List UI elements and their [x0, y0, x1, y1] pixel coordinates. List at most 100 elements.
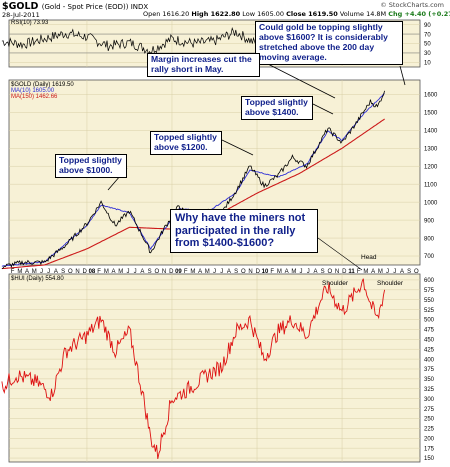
- x-month-label: J: [307, 269, 310, 275]
- x-month-label: F: [11, 269, 15, 275]
- hui-line: [1, 278, 386, 459]
- hui-tick-label: 575: [424, 288, 435, 294]
- x-month-label: A: [285, 269, 289, 275]
- callout-topped-1000: Topped slightly above $1000.: [55, 154, 127, 178]
- x-month-label: A: [54, 269, 58, 275]
- hui-tick-label: 250: [424, 417, 435, 423]
- x-month-label: A: [371, 269, 375, 275]
- gold-legend: $GOLD (Daily) 1619.50: [11, 82, 74, 88]
- x-month-label: F: [184, 269, 188, 275]
- x-month-label: A: [313, 269, 317, 275]
- x-month-label: S: [234, 269, 238, 275]
- rsi-legend: RSI(10) 73.93: [11, 20, 49, 26]
- x-month-label: M: [378, 269, 383, 275]
- x-month-label: S: [321, 269, 325, 275]
- x-month-label: J: [220, 269, 223, 275]
- rsi-tick-label: 50: [424, 42, 431, 48]
- x-month-label: M: [118, 269, 123, 275]
- x-month-label: A: [25, 269, 29, 275]
- hui-tick-label: 475: [424, 328, 435, 334]
- hui-tick-label: 450: [424, 338, 435, 344]
- close-value: Close 1619.50: [286, 10, 338, 18]
- x-month-label: O: [414, 269, 419, 275]
- ohlc-readout: Open 1616.20 High 1622.80 Low 1605.00 Cl…: [143, 10, 450, 18]
- hui-tick-label: 425: [424, 347, 435, 353]
- x-month-label: M: [104, 269, 109, 275]
- hui-tick-label: 150: [424, 456, 435, 462]
- x-month-label: N: [335, 269, 339, 275]
- low-value: Low 1605.00: [242, 10, 285, 18]
- credit-text: © StockCharts.com: [380, 1, 444, 9]
- pointer-1400: [312, 103, 334, 115]
- hui-tick-label: 375: [424, 367, 435, 373]
- x-month-label: J: [393, 269, 396, 275]
- hui-tick-label: 400: [424, 357, 435, 363]
- x-month-label: S: [407, 269, 411, 275]
- x-month-label: M: [205, 269, 210, 275]
- x-month-label: 10: [262, 269, 269, 275]
- x-month-label: D: [342, 269, 347, 275]
- x-month-label: O: [241, 269, 246, 275]
- shoulder-left-label: Shoulder: [322, 280, 349, 287]
- pointer-1600: [399, 65, 406, 86]
- pointer-head: [317, 237, 363, 271]
- chart-date: 28-Jul-2011: [2, 11, 40, 19]
- x-month-label: A: [140, 269, 144, 275]
- callout-topping-1600: Could gold be topping slightly above $16…: [255, 21, 403, 65]
- gold-tick-label: 1400: [424, 128, 438, 134]
- x-month-label: S: [61, 269, 65, 275]
- pointer-1200: [221, 139, 254, 156]
- x-month-label: M: [277, 269, 282, 275]
- x-month-label: M: [32, 269, 37, 275]
- hui-tick-label: 500: [424, 318, 435, 324]
- x-month-label: J: [386, 269, 389, 275]
- x-month-label: D: [83, 269, 88, 275]
- x-month-label: N: [162, 269, 166, 275]
- volume-value: Volume 14.8M: [339, 10, 387, 18]
- hui-tick-label: 275: [424, 407, 435, 413]
- x-month-label: F: [97, 269, 101, 275]
- chart-title: $GOLD (Gold - Spot Price (EOD)) INDX: [2, 1, 148, 12]
- x-month-label: J: [47, 269, 50, 275]
- x-month-label: F: [357, 269, 361, 275]
- callout-margin: Margin increases cut the rally short in …: [147, 53, 260, 77]
- x-month-label: O: [68, 269, 73, 275]
- x-month-label: S: [148, 269, 152, 275]
- gold-tick-label: 1300: [424, 146, 438, 152]
- x-month-label: O: [154, 269, 159, 275]
- gold-tick-label: 1100: [424, 182, 438, 188]
- x-month-label: J: [40, 269, 43, 275]
- symbol: $GOLD: [2, 1, 39, 12]
- rsi-tick-label: 10: [424, 61, 431, 67]
- gold-tick-label: 1000: [424, 200, 438, 206]
- gold-tick-label: 900: [424, 218, 435, 224]
- gold-tick-label: 1200: [424, 164, 438, 170]
- symbol-description: (Gold - Spot Price (EOD)) INDX: [41, 3, 149, 11]
- x-month-label: M: [291, 269, 296, 275]
- change-value: Chg +4.40 (+0.27%) ▲: [388, 10, 450, 18]
- gold-tick-label: 800: [424, 236, 435, 242]
- gold-tick-label: 1600: [424, 93, 438, 99]
- rsi-tick-label: 30: [424, 51, 431, 57]
- rsi-tick-label: 70: [424, 32, 431, 38]
- callout-miners: Why have the miners not participated in …: [170, 209, 318, 253]
- x-month-label: J: [213, 269, 216, 275]
- hui-tick-label: 350: [424, 377, 435, 383]
- callout-topped-1200: Topped slightly above $1200.: [150, 131, 222, 155]
- hui-tick-label: 550: [424, 298, 435, 304]
- x-month-label: M: [190, 269, 195, 275]
- callout-topped-1400: Topped slightly above $1400.: [241, 96, 313, 120]
- hui-tick-label: 525: [424, 308, 435, 314]
- shoulder-right-label: Shoulder: [377, 280, 404, 287]
- hui-tick-label: 600: [424, 278, 435, 284]
- hui-tick-label: 175: [424, 446, 435, 452]
- x-month-label: D: [169, 269, 174, 275]
- open-value: Open 1616.20: [143, 10, 190, 18]
- pointer-margin: [259, 59, 336, 99]
- x-month-label: J: [134, 269, 137, 275]
- hui-tick-label: 200: [424, 436, 435, 442]
- gold-tick-label: 1500: [424, 111, 438, 117]
- hui-tick-label: 225: [424, 427, 435, 433]
- x-month-label: A: [112, 269, 116, 275]
- hui-tick-label: 325: [424, 387, 435, 393]
